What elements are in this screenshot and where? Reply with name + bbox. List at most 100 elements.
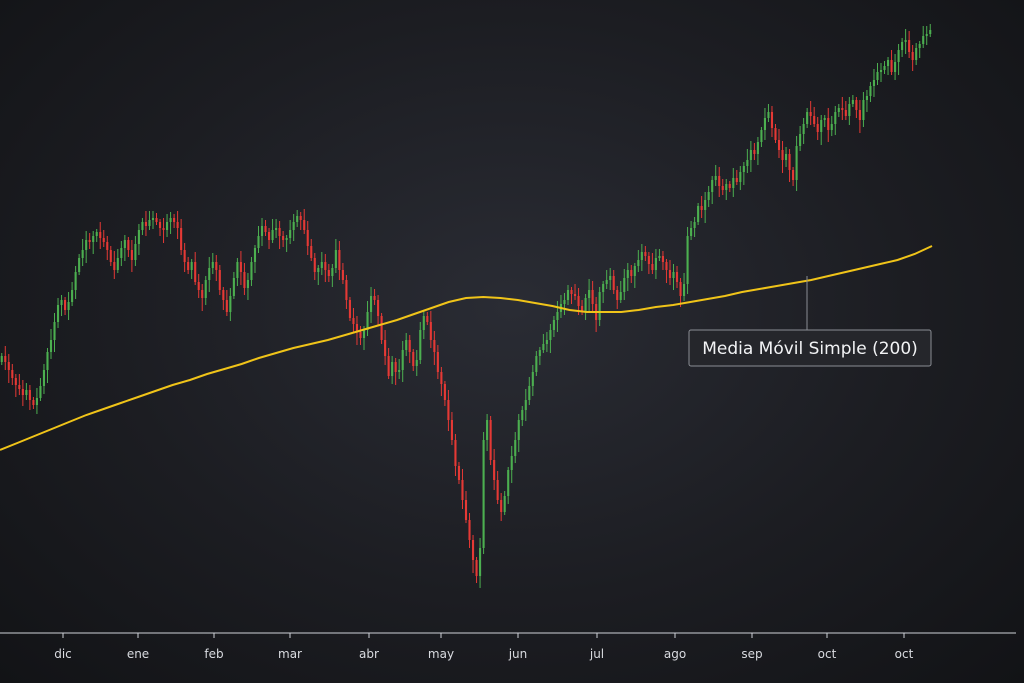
candle [598,287,601,326]
candle-body [64,300,67,310]
candle [521,406,524,426]
candle-body [225,300,228,312]
candle-body [109,250,112,262]
candle [777,129,781,158]
candle-body [865,96,868,100]
candle [816,117,819,140]
candle-body [436,352,439,372]
candle-body [303,220,306,230]
candle-body [918,44,921,48]
candle [0,353,3,365]
candle-body [760,130,763,142]
candle [120,241,123,266]
candle [173,214,176,228]
candle-body [820,120,823,132]
candle [113,251,116,279]
candle [795,136,798,191]
candle [239,251,242,285]
candle [215,255,218,281]
candle [148,211,151,230]
candle-body [362,330,366,338]
candle-body [218,270,221,290]
candle-body [872,80,876,86]
candle [524,389,527,421]
candle [626,263,629,291]
candle-body [243,272,246,288]
candle [211,253,214,274]
candle-body [359,332,362,338]
candle-body [253,248,257,262]
candle-body [32,400,35,405]
candle [391,356,394,384]
candle-body [454,440,457,466]
candle [763,108,766,140]
candle [704,192,707,223]
candle-body [130,250,133,260]
candle-body [496,480,499,500]
candle-body [718,176,721,186]
candle-body [486,420,489,440]
candle-body [116,258,119,270]
candle [700,196,703,218]
candle [158,219,162,236]
candle-body [577,296,580,306]
candle-body [162,228,165,230]
candle-body [190,262,193,270]
candle [581,300,584,315]
candle [331,264,334,287]
candle-body [535,356,538,372]
candle-body [908,40,911,52]
candle [827,108,830,142]
candle [197,274,200,298]
candle-body [925,34,928,36]
candle-body [855,100,858,110]
candle-body [313,258,316,272]
candle-body [675,272,679,282]
candle [767,104,770,122]
candle-body [260,226,264,236]
candle [823,115,826,127]
candle-body [158,222,162,228]
candle [67,292,70,320]
candle [591,281,594,311]
candle-body [528,386,531,400]
candle [130,240,133,272]
candle-body [644,252,647,256]
candle [324,254,327,282]
candle-body [668,270,672,278]
candle-body [271,230,274,240]
candle [876,63,879,85]
candle-body [633,266,636,276]
candle-body [514,440,517,456]
candle-body [197,282,200,290]
candle [535,351,538,376]
candle-body [869,86,872,96]
candle-body [510,456,513,470]
candle [841,97,844,120]
candle-body [763,118,766,130]
candle-body [429,322,432,340]
candle [106,236,109,260]
candle [285,235,288,252]
candle-body [74,272,77,290]
candle-body [229,296,232,312]
candle-body [415,360,418,366]
candle [647,252,650,274]
x-tick-label: abr [359,647,379,661]
candle [447,390,450,431]
candle [651,253,654,274]
candle-body [341,270,344,280]
candle-body [739,172,742,182]
candle-body [412,352,415,366]
candle [813,107,816,127]
candle-body [697,206,700,222]
candle [7,354,10,383]
candle-body [464,500,468,520]
candle [686,227,689,294]
candle [306,221,309,255]
candle [619,281,622,303]
candle [334,239,337,273]
candle [697,203,700,225]
candle [28,385,31,410]
